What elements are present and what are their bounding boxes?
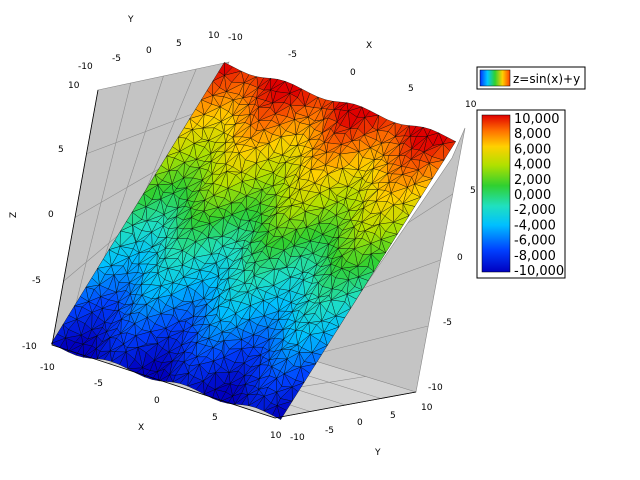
surface-facet xyxy=(179,372,189,387)
z-tick-label: 5 xyxy=(58,145,64,155)
z-tick-label-right: 5 xyxy=(470,186,476,196)
z-tick-label: 10 xyxy=(68,81,80,91)
colorbar-tick-label: 4,000 xyxy=(514,158,551,173)
z-axis-label: Z xyxy=(9,212,19,218)
legend-series-name: z=sin(x)+y xyxy=(513,72,580,86)
surface-facet xyxy=(103,350,112,362)
colorbar-labels: 10,0008,0006,0004,0002,0000,000-2,000-4,… xyxy=(514,112,564,279)
x-tick-label: 5 xyxy=(212,413,218,423)
x-tick-label: 10 xyxy=(270,431,282,441)
colorbar-tick-label: -10,000 xyxy=(514,264,564,279)
z-tick-label: 0 xyxy=(48,210,54,220)
x-tick-label-top: 10 xyxy=(465,100,477,110)
x-axis-label-top: X xyxy=(366,41,372,51)
surface-mesh xyxy=(50,61,457,421)
x-tick-label: 0 xyxy=(154,396,160,406)
x-axis-line xyxy=(51,344,276,419)
surface-facet xyxy=(255,395,265,412)
colorbar: 10,0008,0006,0004,0002,0000,000-2,000-4,… xyxy=(476,109,566,279)
y-tick-label: 10 xyxy=(421,403,433,413)
legend: z=sin(x)+y xyxy=(476,66,586,90)
colorbar-tick-label: -6,000 xyxy=(514,234,556,249)
x-tick-label-top: -10 xyxy=(228,33,243,43)
colorbar-tick-label: -8,000 xyxy=(514,249,556,264)
surface-facet xyxy=(165,374,174,383)
y-tick-label: -5 xyxy=(325,426,334,436)
x-axis-label: X xyxy=(138,423,144,433)
grid-line xyxy=(407,193,453,224)
colorbar-tick-label: 2,000 xyxy=(514,173,551,188)
legend-swatch xyxy=(479,69,511,87)
colorbar-tick-label: -4,000 xyxy=(514,218,556,233)
z-tick-label-right: -5 xyxy=(443,318,452,328)
colorbar-tick-label: 8,000 xyxy=(514,127,551,142)
colorbar-tick-label: 6,000 xyxy=(514,142,551,157)
z-axis-line xyxy=(51,89,99,346)
surface-facet xyxy=(195,380,205,395)
x-tick-label: -5 xyxy=(94,379,103,389)
y-axis-line xyxy=(274,391,417,419)
x-tick-label-top: 5 xyxy=(408,84,414,94)
colorbar-gradient xyxy=(481,114,511,273)
x-tick-label-top: 0 xyxy=(350,68,356,78)
grid-line xyxy=(319,325,429,354)
y-tick-label-top: -5 xyxy=(112,54,121,64)
y-tick-label-top: -10 xyxy=(78,62,93,72)
x-tick-label-top: -5 xyxy=(288,50,297,60)
grid-line xyxy=(363,259,441,289)
z-tick-label-right: -10 xyxy=(428,383,443,393)
y-axis-label-top: Y xyxy=(127,15,134,25)
y-tick-label: -10 xyxy=(290,433,305,443)
surface-facet xyxy=(75,343,84,358)
y-tick-label: 5 xyxy=(390,411,396,421)
surface-facet xyxy=(241,394,249,406)
y-tick-label-top: 0 xyxy=(146,46,152,56)
surface-facet xyxy=(119,351,129,370)
y-axis-label: Y xyxy=(374,448,381,458)
z-tick-label: -5 xyxy=(32,276,41,286)
z-tick-label: -10 xyxy=(22,342,37,352)
y-tick-label-top: 10 xyxy=(208,31,220,41)
x-tick-label: -10 xyxy=(40,363,55,373)
axes: -10 -5 0 5 10 X -10 -5 0 5 10 X -10 -5 0… xyxy=(9,15,477,458)
y-tick-label-top: 5 xyxy=(176,39,182,49)
colorbar-tick-label: -2,000 xyxy=(514,203,556,218)
colorbar-tick-label: 10,000 xyxy=(514,112,560,127)
y-tick-label: 0 xyxy=(357,418,363,428)
z-tick-label-right: 0 xyxy=(457,253,463,263)
colorbar-tick-label: 0,000 xyxy=(514,188,551,203)
